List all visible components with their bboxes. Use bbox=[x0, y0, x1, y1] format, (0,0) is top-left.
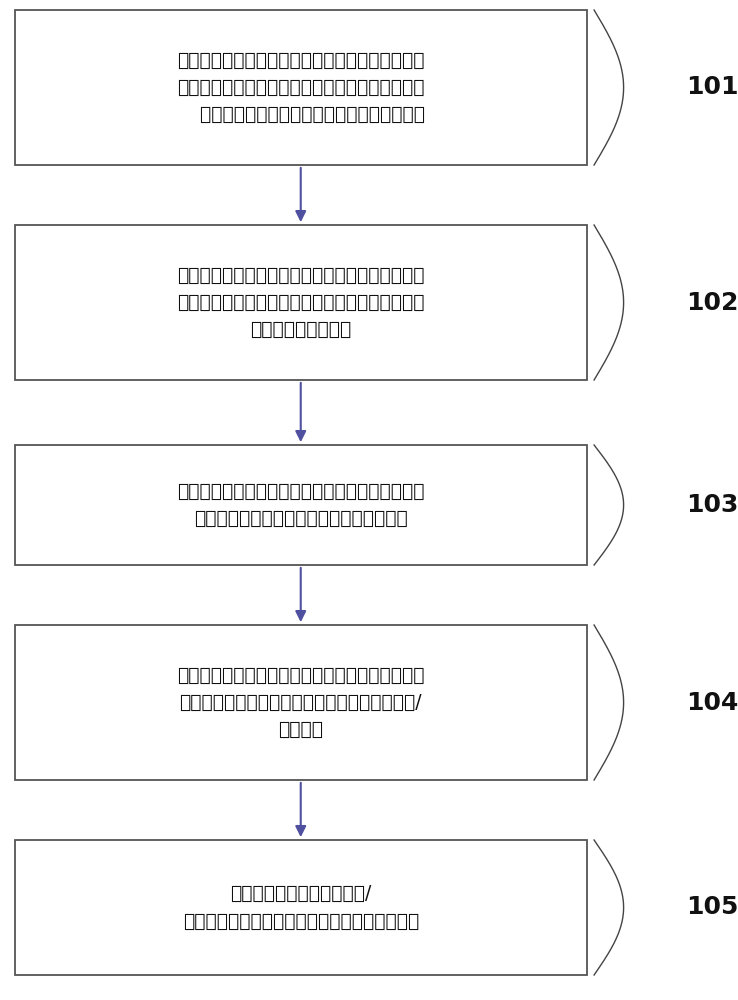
Text: 对地震数据进行保幅处理后提取角道集，将所述角
道集通过叠前同步反演，获得叠前弹性参数: 对地震数据进行保幅处理后提取角道集，将所述角 道集通过叠前同步反演，获得叠前弹性… bbox=[177, 482, 424, 528]
Text: 101: 101 bbox=[686, 76, 738, 100]
Text: 将所述叠前弹性参数投影到所述岩石物理模板上形
成多个投影数据点，并计算被测介质的孔隙度和/
或饱和度: 将所述叠前弹性参数投影到所述岩石物理模板上形 成多个投影数据点，并计算被测介质的… bbox=[177, 666, 424, 739]
FancyBboxPatch shape bbox=[15, 225, 587, 380]
Text: 获取与地下储层岩石相关的数据集，并从所述数据
集中得到储层信息，所述储层信息包括：储层环境
    及物性、岩石物理性质以及微观孔隙结构信息: 获取与地下储层岩石相关的数据集，并从所述数据 集中得到储层信息，所述储层信息包括… bbox=[176, 51, 425, 124]
Text: 104: 104 bbox=[686, 690, 738, 714]
FancyBboxPatch shape bbox=[15, 625, 587, 780]
Text: 由所述被测介质的孔隙度和/
或饱和度判断地下储层油气分布以进行烃类检测: 由所述被测介质的孔隙度和/ 或饱和度判断地下储层油气分布以进行烃类检测 bbox=[182, 884, 419, 931]
FancyBboxPatch shape bbox=[15, 10, 587, 165]
Text: 根据所述储层信息获得多重孔隙介质模型所需的模
型参数，基于所述多重孔隙介质模型建立流体饱和
岩石的岩石物理模板: 根据所述储层信息获得多重孔隙介质模型所需的模 型参数，基于所述多重孔隙介质模型建… bbox=[177, 266, 424, 339]
Text: 103: 103 bbox=[686, 493, 738, 517]
Text: 105: 105 bbox=[686, 896, 738, 920]
FancyBboxPatch shape bbox=[15, 445, 587, 565]
Text: 102: 102 bbox=[686, 290, 738, 314]
FancyBboxPatch shape bbox=[15, 840, 587, 975]
